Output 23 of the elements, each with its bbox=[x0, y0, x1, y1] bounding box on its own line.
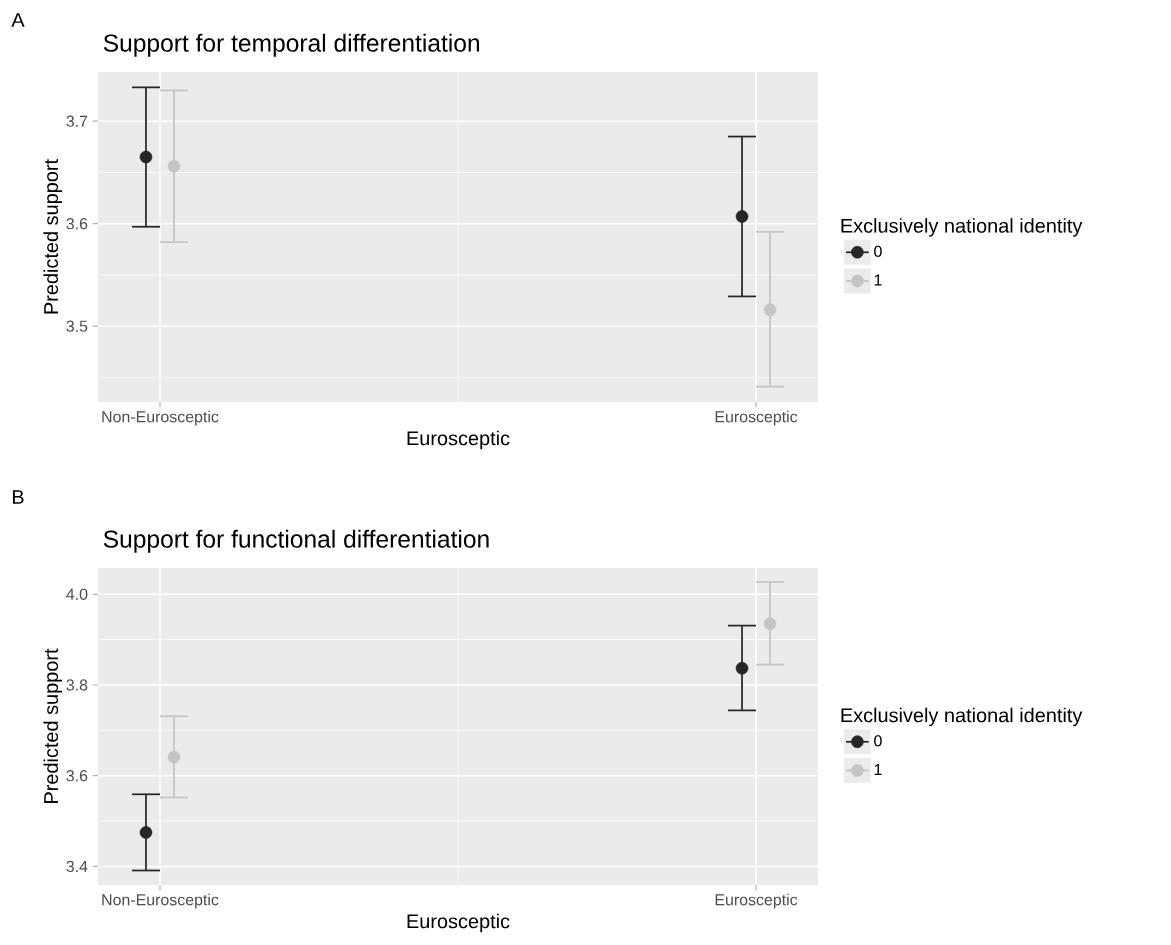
y-tick-label: 4.0 bbox=[66, 588, 88, 600]
legend-label: 0 bbox=[874, 735, 882, 747]
y-tick-label: 3.6 bbox=[66, 218, 88, 230]
x-axis-title: Eurosceptic bbox=[407, 430, 510, 450]
legend-title: Exclusively national identity bbox=[841, 218, 1083, 237]
chart-title: Support for functional differentiation bbox=[103, 529, 489, 553]
x-tick-label: Non-Eurosceptic bbox=[102, 893, 219, 909]
x-tick-label: Non-Eurosceptic bbox=[102, 410, 219, 426]
y-tick-label: 3.6 bbox=[66, 770, 88, 782]
y-tick-label: 3.7 bbox=[66, 115, 88, 127]
text: A bbox=[11, 13, 25, 27]
y-axis-title: Predicted support bbox=[43, 648, 63, 803]
legend-title: Exclusively national identity bbox=[841, 707, 1083, 727]
y-tick-label: 3.5 bbox=[66, 320, 88, 332]
y-tick-label: 3.8 bbox=[66, 679, 88, 691]
text: B bbox=[12, 490, 24, 504]
legend-label: 1 bbox=[874, 764, 882, 775]
y-axis-title: Predicted support bbox=[43, 159, 63, 314]
x-axis-title: Eurosceptic bbox=[407, 913, 510, 933]
y-tick-label: 3.4 bbox=[66, 860, 88, 873]
legend-label: 0 bbox=[874, 245, 882, 257]
chart-title: Support for temporal differentiation bbox=[103, 33, 480, 57]
legend-label: 1 bbox=[874, 274, 882, 286]
